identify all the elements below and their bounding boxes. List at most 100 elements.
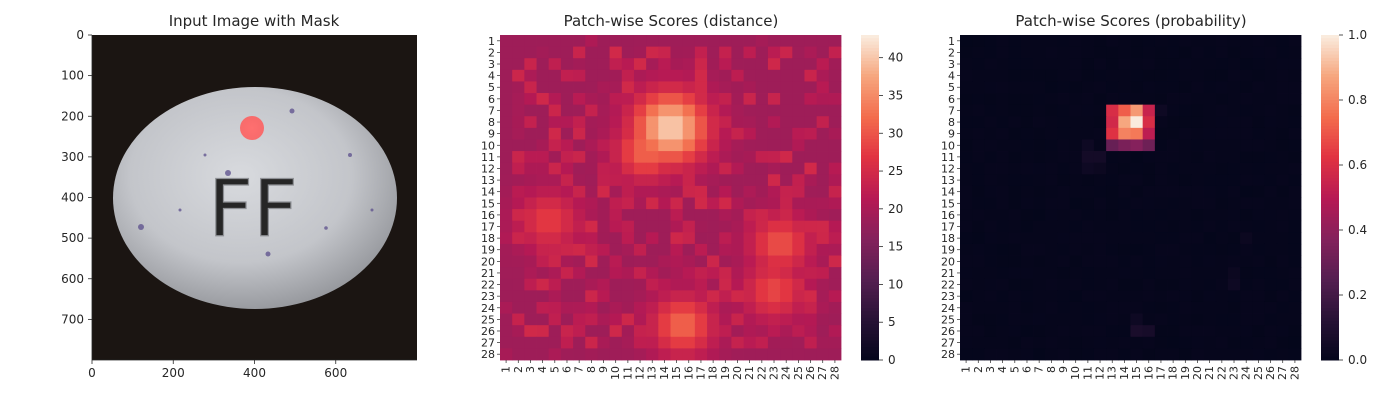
- embossed-text: FF: [208, 165, 298, 255]
- heatmap-cell: [694, 278, 708, 291]
- heatmap-cell: [1093, 325, 1107, 338]
- heatmap-cell: [512, 116, 525, 129]
- y-tick-label: 20: [941, 255, 955, 268]
- heatmap-cell: [1227, 325, 1241, 338]
- heatmap-cell: [1033, 35, 1046, 48]
- y-tick-label: 4: [948, 70, 955, 83]
- y-tick-label: 16: [481, 209, 495, 222]
- heatmap-cell: [719, 69, 732, 82]
- heatmap-cell: [573, 127, 586, 140]
- heatmap-cell: [1069, 232, 1083, 245]
- heatmap-cell: [500, 197, 513, 210]
- heatmap-cell: [780, 104, 793, 117]
- heatmap-cell: [548, 325, 562, 338]
- y-tick-label: 28: [941, 348, 955, 361]
- heatmap-cell: [621, 162, 635, 175]
- colorbar-segment: [1321, 204, 1339, 208]
- heatmap-cell: [1069, 81, 1083, 94]
- heatmap-cell: [1081, 220, 1095, 233]
- heatmap-cell: [1020, 81, 1034, 94]
- heatmap-cell: [1203, 336, 1217, 349]
- heatmap-cell: [548, 220, 562, 233]
- heatmap-cell: [1191, 104, 1204, 117]
- y-tick-label: 27: [481, 337, 495, 350]
- colorbar-segment: [1321, 324, 1339, 328]
- y-tick-label: 25: [941, 313, 955, 326]
- heatmap-cell: [633, 93, 647, 106]
- heatmap-cell: [960, 255, 973, 268]
- heatmap-cell: [1033, 336, 1046, 349]
- heatmap-cell: [792, 81, 805, 94]
- heatmap-cell: [573, 209, 586, 222]
- heatmap-cell: [719, 185, 732, 198]
- heatmap-cell: [585, 46, 598, 59]
- colorbar-segment: [861, 174, 879, 179]
- heatmap-cell: [1167, 348, 1180, 361]
- heatmap-cell: [670, 313, 684, 326]
- heatmap-cell: [609, 348, 623, 361]
- heatmap-cell: [1191, 81, 1204, 94]
- colorbar-segment: [1321, 191, 1339, 195]
- heatmap-cell: [1154, 348, 1168, 361]
- heatmap-cell: [1179, 243, 1192, 256]
- heatmap-cell: [731, 267, 744, 280]
- heatmap-cell: [1020, 243, 1034, 256]
- heatmap-cell: [609, 209, 623, 222]
- heatmap-cell: [1288, 46, 1302, 59]
- colorbar-segment: [1321, 223, 1339, 228]
- colorbar-segment: [1321, 109, 1339, 114]
- heatmap-cell: [960, 116, 973, 129]
- colorbar-tick-label: 0: [888, 353, 896, 367]
- heatmap-cell: [585, 174, 598, 187]
- heatmap-cell: [1142, 243, 1156, 256]
- heatmap-cell: [524, 243, 537, 256]
- heatmap-cell: [524, 255, 537, 268]
- heatmap-cell: [536, 232, 550, 245]
- heatmap-cell: [694, 46, 708, 59]
- heatmap-cell: [804, 69, 818, 82]
- heatmap-cell: [767, 69, 781, 82]
- heatmap-cell: [1093, 127, 1107, 140]
- heatmap-cell: [1167, 278, 1180, 291]
- heatmap-cell: [972, 197, 985, 210]
- heatmap-cell: [767, 46, 781, 59]
- heatmap-cell: [1020, 162, 1034, 175]
- colorbar-segment: [1321, 210, 1339, 215]
- heatmap-cell: [743, 35, 757, 48]
- colorbar-segment: [861, 217, 879, 221]
- heatmap-cell: [792, 255, 805, 268]
- colorbar-segment: [861, 184, 879, 189]
- heatmap-cell: [1130, 127, 1144, 140]
- heatmap-cell: [1020, 325, 1034, 338]
- heatmap-cell: [1276, 151, 1290, 164]
- colorbar-segment: [1321, 129, 1339, 133]
- heatmap-cell: [1240, 174, 1253, 187]
- heatmap-cell: [500, 209, 513, 222]
- heatmap-cell: [1240, 301, 1253, 314]
- y-tick-label: 21: [481, 267, 495, 280]
- heatmap-cell: [972, 220, 985, 233]
- heatmap-cell: [984, 301, 997, 314]
- heatmap-cell: [1191, 336, 1204, 349]
- heatmap-cell: [536, 220, 550, 233]
- heatmap-cell: [621, 243, 635, 256]
- heatmap-cell: [694, 267, 708, 280]
- heatmap-cell: [1008, 58, 1022, 71]
- colorbar-segment: [861, 275, 879, 280]
- heatmap-cell: [1252, 301, 1265, 314]
- heatmap-cell: [682, 325, 696, 338]
- heatmap-cell: [1008, 151, 1022, 164]
- heatmap-cell: [743, 243, 757, 256]
- heatmap-cell: [1179, 267, 1192, 280]
- y-tick-label: 5: [948, 81, 955, 94]
- heatmap-cell: [743, 255, 757, 268]
- heatmap-cell: [743, 139, 757, 152]
- colorbar-segment: [861, 181, 879, 185]
- heatmap-cell: [621, 69, 635, 82]
- heatmap-cell: [1252, 232, 1265, 245]
- heatmap-cell: [984, 162, 997, 175]
- heatmap-cell: [597, 185, 611, 198]
- heatmap-cell: [1191, 127, 1204, 140]
- heatmap-cell: [1227, 232, 1241, 245]
- y-tick-label: 13: [481, 174, 495, 187]
